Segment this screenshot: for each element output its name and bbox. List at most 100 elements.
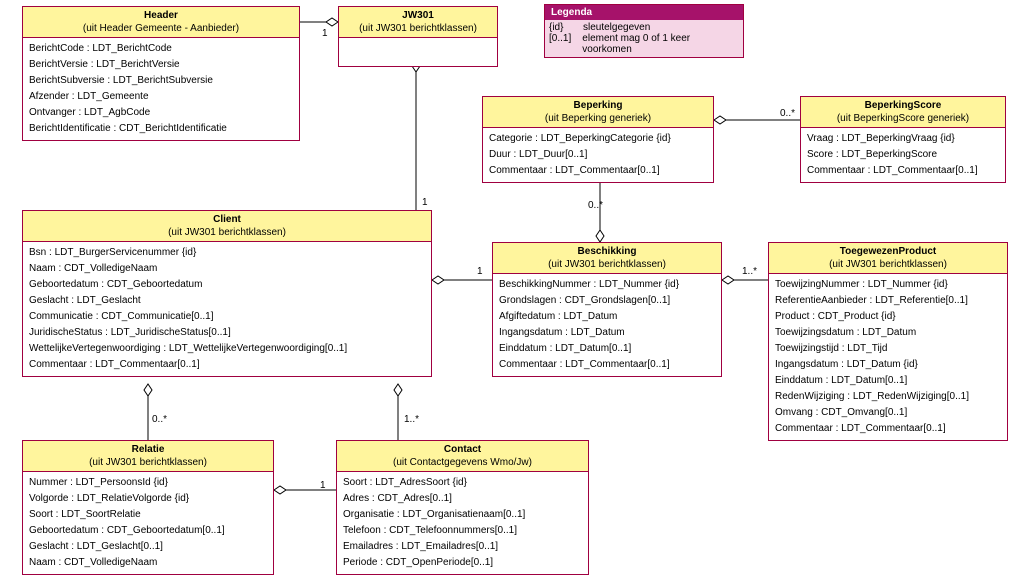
class-attribute: Bsn : LDT_BurgerServicenummer {id} <box>29 245 425 261</box>
class-body: BerichtCode : LDT_BerichtCodeBerichtVers… <box>23 38 299 140</box>
class-header-area: BeperkingScore(uit BeperkingScore generi… <box>801 97 1005 128</box>
class-body: Categorie : LDT_BeperkingCategorie {id}D… <box>483 128 713 182</box>
mult-beschikking-beperking: 0..* <box>588 200 603 211</box>
class-body: Bsn : LDT_BurgerServicenummer {id}Naam :… <box>23 242 431 376</box>
class-attribute: Commentaar : LDT_Commentaar[0..1] <box>489 163 707 179</box>
class-title: Header <box>27 9 295 22</box>
class-title: Beperking <box>487 99 709 112</box>
class-subtitle: (uit Contactgegevens Wmo/Jw) <box>341 456 584 469</box>
class-header-area: JW301(uit JW301 berichtklassen) <box>339 7 497 38</box>
class-subtitle: (uit JW301 berichtklassen) <box>497 258 717 271</box>
class-attribute: Commentaar : LDT_Commentaar[0..1] <box>29 357 425 373</box>
class-attribute: Afgiftedatum : LDT_Datum <box>499 309 715 325</box>
class-subtitle: (uit JW301 berichtklassen) <box>773 258 1003 271</box>
class-body: BeschikkingNummer : LDT_Nummer {id}Grond… <box>493 274 721 376</box>
class-attribute: Toewijzingstijd : LDT_Tijd <box>775 341 1001 357</box>
class-attribute: Duur : LDT_Duur[0..1] <box>489 147 707 163</box>
class-attribute: BerichtIdentificatie : CDT_BerichtIdenti… <box>29 121 293 137</box>
class-attribute: Volgorde : LDT_RelatieVolgorde {id} <box>29 491 267 507</box>
class-header: Header(uit Header Gemeente - Aanbieder)B… <box>22 6 300 141</box>
class-attribute: Soort : LDT_AdresSoort {id} <box>343 475 582 491</box>
class-attribute: Vraag : LDT_BeperkingVraag {id} <box>807 131 999 147</box>
class-attribute: Commentaar : LDT_Commentaar[0..1] <box>775 421 1001 437</box>
mult-jw301-header: 1 <box>322 28 328 39</box>
class-header-area: Contact(uit Contactgegevens Wmo/Jw) <box>337 441 588 472</box>
class-attribute: Categorie : LDT_BeperkingCategorie {id} <box>489 131 707 147</box>
class-attribute: ToewijzingNummer : LDT_Nummer {id} <box>775 277 1001 293</box>
class-title: Contact <box>341 443 584 456</box>
class-attribute: Commentaar : LDT_Commentaar[0..1] <box>499 357 715 373</box>
class-attribute: Naam : CDT_VolledigeNaam <box>29 555 267 571</box>
class-subtitle: (uit Beperking generiek) <box>487 112 709 125</box>
mult-beperking-score: 0..* <box>780 108 795 119</box>
class-body: ToewijzingNummer : LDT_Nummer {id}Refere… <box>769 274 1007 440</box>
class-header-area: Header(uit Header Gemeente - Aanbieder) <box>23 7 299 38</box>
class-title: Relatie <box>27 443 269 456</box>
class-attribute: Adres : CDT_Adres[0..1] <box>343 491 582 507</box>
class-beperking: Beperking(uit Beperking generiek)Categor… <box>482 96 714 183</box>
class-attribute: Ontvanger : LDT_AgbCode <box>29 105 293 121</box>
class-attribute: Score : LDT_BeperkingScore <box>807 147 999 163</box>
class-subtitle: (uit JW301 berichtklassen) <box>27 456 269 469</box>
class-attribute: Toewijzingsdatum : LDT_Datum <box>775 325 1001 341</box>
class-attribute: Commentaar : LDT_Commentaar[0..1] <box>807 163 999 179</box>
class-subtitle: (uit JW301 berichtklassen) <box>27 226 427 239</box>
class-attribute: BerichtVersie : LDT_BerichtVersie <box>29 57 293 73</box>
mult-jw301-client: 1 <box>422 197 428 208</box>
class-header-area: Beperking(uit Beperking generiek) <box>483 97 713 128</box>
mult-client-beschikking: 1 <box>477 266 483 277</box>
legend-key-1: [0..1] <box>549 33 582 55</box>
class-beschikking: Beschikking(uit JW301 berichtklassen)Bes… <box>492 242 722 377</box>
class-relatie: Relatie(uit JW301 berichtklassen) Nummer … <box>22 440 274 575</box>
legend-title: Legenda <box>545 5 743 20</box>
class-attribute: Emailadres : LDT_Emailadres[0..1] <box>343 539 582 555</box>
class-contact: Contact(uit Contactgegevens Wmo/Jw)Soort… <box>336 440 589 575</box>
legend-text-0: sleutelgegeven <box>583 22 650 33</box>
class-attribute: BerichtCode : LDT_BerichtCode <box>29 41 293 57</box>
class-subtitle: (uit BeperkingScore generiek) <box>805 112 1001 125</box>
class-attribute: Grondslagen : CDT_Grondslagen[0..1] <box>499 293 715 309</box>
class-attribute: RedenWijziging : LDT_RedenWijziging[0..1… <box>775 389 1001 405</box>
class-attribute: Product : CDT_Product {id} <box>775 309 1001 325</box>
class-attribute: Ingangsdatum : LDT_Datum <box>499 325 715 341</box>
class-subtitle: (uit Header Gemeente - Aanbieder) <box>27 22 295 35</box>
class-title: ToegewezenProduct <box>773 245 1003 258</box>
class-attribute: Ingangsdatum : LDT_Datum {id} <box>775 357 1001 373</box>
mult-client-contact: 1..* <box>404 414 419 425</box>
class-attribute: Nummer : LDT_PersoonsId {id} <box>29 475 267 491</box>
class-title: Client <box>27 213 427 226</box>
class-body: Nummer : LDT_PersoonsId {id}Volgorde : L… <box>23 472 273 574</box>
class-attribute: WettelijkeVertegenwoordiging : LDT_Wette… <box>29 341 425 357</box>
legend-text-1: element mag 0 of 1 keer voorkomen <box>582 33 739 55</box>
class-attribute: Naam : CDT_VolledigeNaam <box>29 261 425 277</box>
class-attribute: ReferentieAanbieder : LDT_Referentie[0..… <box>775 293 1001 309</box>
class-attribute: Organisatie : LDT_Organisatienaam[0..1] <box>343 507 582 523</box>
legend-box: Legenda {id} sleutelgegeven [0..1] eleme… <box>544 4 744 58</box>
class-attribute: Geslacht : LDT_Geslacht <box>29 293 425 309</box>
class-attribute: Telefoon : CDT_Telefoonnummers[0..1] <box>343 523 582 539</box>
class-attribute: Afzender : LDT_Gemeente <box>29 89 293 105</box>
class-header-area: Beschikking(uit JW301 berichtklassen) <box>493 243 721 274</box>
class-body <box>339 38 497 66</box>
class-client: Client(uit JW301 berichtklassen)Bsn : LD… <box>22 210 432 377</box>
mult-relatie-contact: 1 <box>320 480 326 491</box>
mult-client-relatie: 0..* <box>152 414 167 425</box>
class-title: BeperkingScore <box>805 99 1001 112</box>
class-attribute: Einddatum : LDT_Datum[0..1] <box>775 373 1001 389</box>
class-attribute: BerichtSubversie : LDT_BerichtSubversie <box>29 73 293 89</box>
class-beperkingscore: BeperkingScore(uit BeperkingScore generi… <box>800 96 1006 183</box>
class-body: Soort : LDT_AdresSoort {id}Adres : CDT_A… <box>337 472 588 574</box>
class-subtitle: (uit JW301 berichtklassen) <box>343 22 493 35</box>
class-body: Vraag : LDT_BeperkingVraag {id}Score : L… <box>801 128 1005 182</box>
class-header-area: Client(uit JW301 berichtklassen) <box>23 211 431 242</box>
class-attribute: Communicatie : CDT_Communicatie[0..1] <box>29 309 425 325</box>
class-title: Beschikking <box>497 245 717 258</box>
class-attribute: Einddatum : LDT_Datum[0..1] <box>499 341 715 357</box>
class-attribute: JuridischeStatus : LDT_JuridischeStatus[… <box>29 325 425 341</box>
class-attribute: Geslacht : LDT_Geslacht[0..1] <box>29 539 267 555</box>
class-jw301: JW301(uit JW301 berichtklassen) <box>338 6 498 67</box>
class-attribute: Soort : LDT_SoortRelatie <box>29 507 267 523</box>
class-attribute: Periode : CDT_OpenPeriode[0..1] <box>343 555 582 571</box>
mult-beschikking-toegewezen: 1..* <box>742 266 757 277</box>
class-toegewezen-product: ToegewezenProduct(uit JW301 berichtklass… <box>768 242 1008 441</box>
